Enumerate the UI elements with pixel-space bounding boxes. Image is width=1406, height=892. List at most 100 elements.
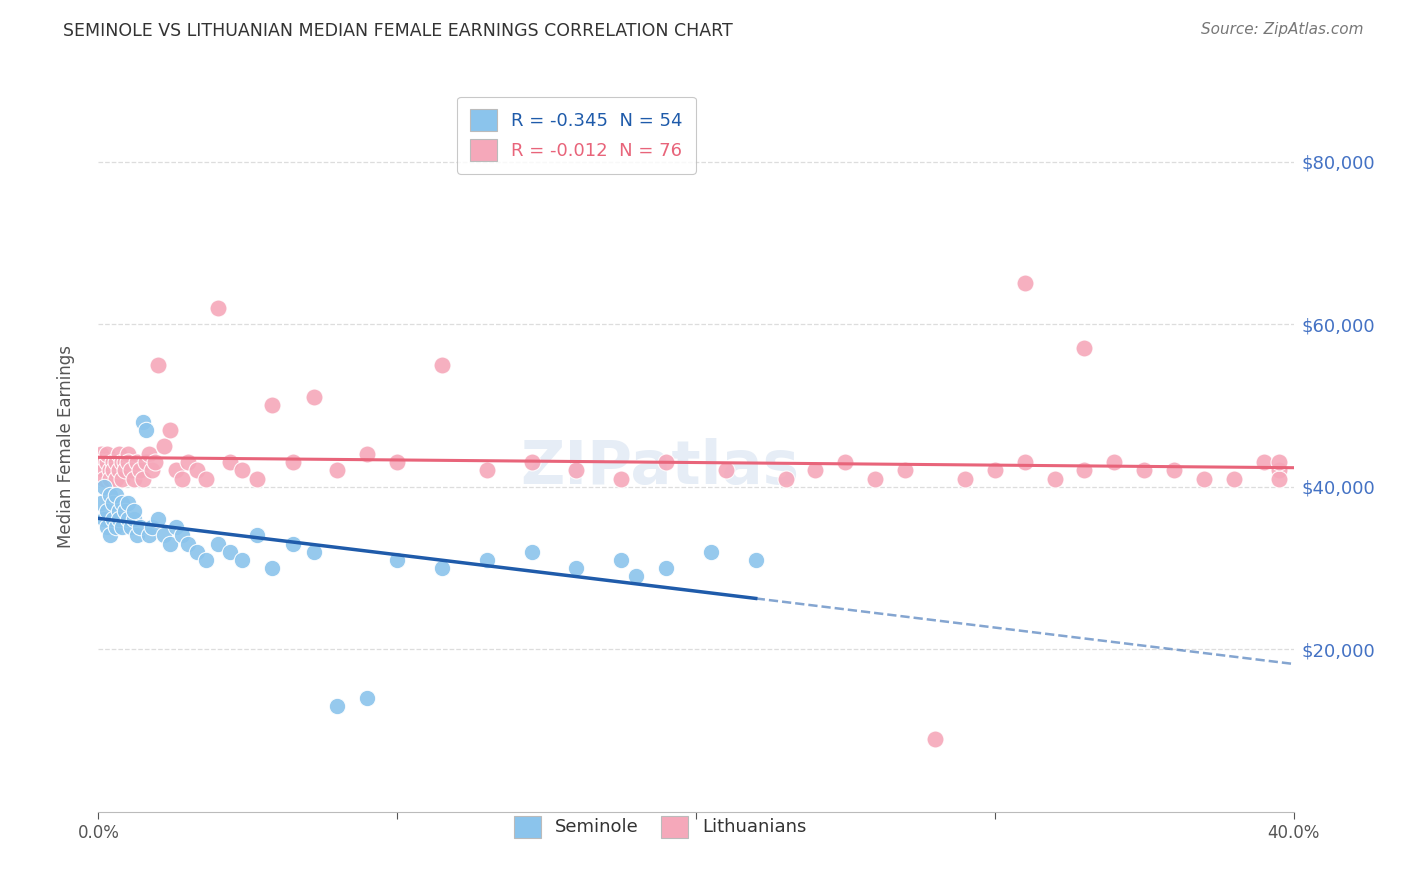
Point: [90, 496, 112, 510]
Point: [141, 463, 163, 477]
Point: [93, 480, 115, 494]
Point: [231, 553, 253, 567]
Point: [1223, 471, 1246, 485]
Point: [326, 463, 349, 477]
Point: [143, 455, 166, 469]
Point: [565, 561, 588, 575]
Point: [1014, 277, 1036, 291]
Point: [246, 471, 269, 485]
Point: [475, 553, 498, 567]
Point: [98, 488, 122, 502]
Point: [129, 520, 152, 534]
Point: [117, 496, 139, 510]
Point: [127, 455, 149, 469]
Point: [111, 520, 134, 534]
Point: [96, 504, 118, 518]
Point: [231, 463, 253, 477]
Point: [260, 561, 283, 575]
Point: [90, 455, 112, 469]
Point: [565, 463, 588, 477]
Point: [132, 471, 155, 485]
Point: [103, 455, 125, 469]
Point: [124, 504, 146, 518]
Point: [93, 463, 115, 477]
Point: [1267, 455, 1289, 469]
Legend: Seminole, Lithuanians: Seminole, Lithuanians: [505, 806, 815, 847]
Point: [148, 358, 170, 372]
Point: [103, 512, 125, 526]
Point: [356, 447, 378, 461]
Point: [103, 463, 125, 477]
Y-axis label: Median Female Earnings: Median Female Earnings: [56, 344, 75, 548]
Point: [326, 699, 349, 714]
Point: [159, 536, 181, 550]
Point: [745, 553, 768, 567]
Point: [186, 463, 208, 477]
Point: [1133, 463, 1156, 477]
Point: [953, 471, 976, 485]
Point: [177, 455, 200, 469]
Point: [148, 512, 170, 526]
Point: [520, 544, 543, 558]
Point: [96, 520, 118, 534]
Point: [610, 553, 633, 567]
Point: [1014, 455, 1036, 469]
Point: [655, 561, 678, 575]
Point: [984, 463, 1007, 477]
Point: [924, 731, 946, 746]
Point: [281, 536, 304, 550]
Point: [894, 463, 917, 477]
Point: [302, 544, 325, 558]
Point: [108, 504, 131, 518]
Point: [610, 471, 633, 485]
Point: [120, 463, 142, 477]
Point: [90, 447, 112, 461]
Point: [1192, 471, 1215, 485]
Point: [356, 690, 378, 705]
Point: [834, 455, 856, 469]
Point: [714, 463, 737, 477]
Point: [117, 512, 139, 526]
Point: [172, 528, 194, 542]
Point: [219, 455, 242, 469]
Point: [98, 528, 122, 542]
Point: [117, 455, 139, 469]
Point: [655, 455, 678, 469]
Point: [219, 544, 242, 558]
Point: [105, 455, 128, 469]
Point: [114, 504, 136, 518]
Text: Source: ZipAtlas.com: Source: ZipAtlas.com: [1201, 22, 1364, 37]
Point: [138, 528, 160, 542]
Point: [207, 536, 229, 550]
Point: [177, 536, 200, 550]
Point: [475, 463, 498, 477]
Point: [98, 471, 122, 485]
Point: [385, 455, 409, 469]
Point: [114, 455, 136, 469]
Point: [120, 520, 142, 534]
Point: [129, 463, 152, 477]
Point: [804, 463, 827, 477]
Point: [108, 447, 131, 461]
Point: [1073, 463, 1095, 477]
Point: [96, 455, 118, 469]
Point: [186, 544, 208, 558]
Point: [135, 455, 157, 469]
Point: [165, 463, 187, 477]
Point: [141, 520, 163, 534]
Point: [127, 528, 149, 542]
Point: [195, 553, 218, 567]
Point: [111, 471, 134, 485]
Point: [195, 471, 218, 485]
Point: [385, 553, 409, 567]
Point: [124, 471, 146, 485]
Point: [105, 520, 128, 534]
Point: [1267, 471, 1289, 485]
Point: [302, 390, 325, 404]
Point: [103, 496, 125, 510]
Point: [138, 447, 160, 461]
Point: [159, 423, 181, 437]
Point: [260, 398, 283, 412]
Point: [96, 447, 118, 461]
Point: [1163, 463, 1185, 477]
